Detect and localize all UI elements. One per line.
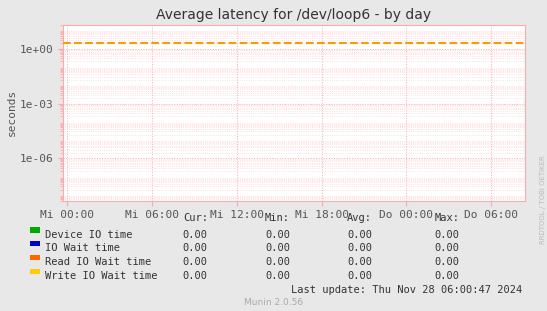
Text: 0.00: 0.00 bbox=[347, 271, 372, 281]
Text: 0.00: 0.00 bbox=[434, 271, 459, 281]
Text: 0.00: 0.00 bbox=[265, 271, 290, 281]
Text: Read IO Wait time: Read IO Wait time bbox=[45, 257, 151, 267]
Text: Min:: Min: bbox=[265, 213, 290, 223]
Title: Average latency for /dev/loop6 - by day: Average latency for /dev/loop6 - by day bbox=[156, 8, 432, 22]
Text: 0.00: 0.00 bbox=[265, 230, 290, 239]
Text: Write IO Wait time: Write IO Wait time bbox=[45, 271, 158, 281]
Text: Device IO time: Device IO time bbox=[45, 230, 132, 239]
Text: Cur:: Cur: bbox=[183, 213, 208, 223]
Text: 0.00: 0.00 bbox=[434, 230, 459, 239]
Text: Avg:: Avg: bbox=[347, 213, 372, 223]
Text: 0.00: 0.00 bbox=[183, 230, 208, 239]
Text: IO Wait time: IO Wait time bbox=[45, 243, 120, 253]
Text: 0.00: 0.00 bbox=[434, 243, 459, 253]
Text: 0.00: 0.00 bbox=[183, 243, 208, 253]
Text: 0.00: 0.00 bbox=[347, 257, 372, 267]
Text: Last update: Thu Nov 28 06:00:47 2024: Last update: Thu Nov 28 06:00:47 2024 bbox=[291, 285, 522, 295]
Text: 0.00: 0.00 bbox=[347, 230, 372, 239]
Text: 0.00: 0.00 bbox=[183, 257, 208, 267]
Text: 0.00: 0.00 bbox=[265, 257, 290, 267]
Text: 0.00: 0.00 bbox=[183, 271, 208, 281]
Text: 0.00: 0.00 bbox=[265, 243, 290, 253]
Text: Max:: Max: bbox=[434, 213, 459, 223]
Text: 0.00: 0.00 bbox=[347, 243, 372, 253]
Y-axis label: seconds: seconds bbox=[7, 89, 16, 136]
Text: RRDTOOL / TOBI OETIKER: RRDTOOL / TOBI OETIKER bbox=[540, 156, 546, 244]
Text: Munin 2.0.56: Munin 2.0.56 bbox=[244, 298, 303, 307]
Text: 0.00: 0.00 bbox=[434, 257, 459, 267]
